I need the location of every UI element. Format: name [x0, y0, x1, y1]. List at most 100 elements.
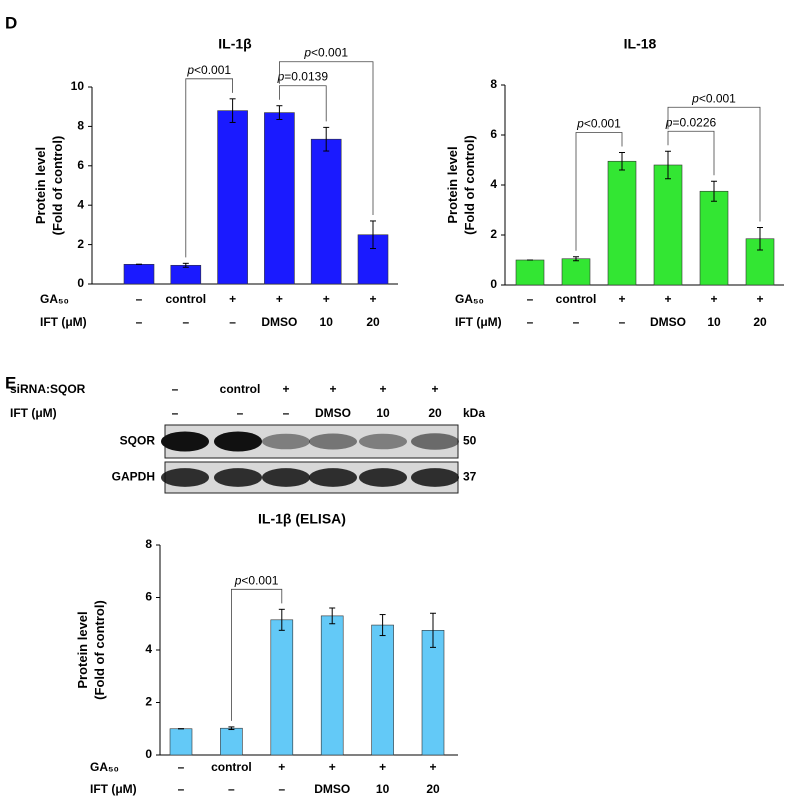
row-value: + [618, 292, 625, 306]
error-bar [665, 150, 671, 180]
row-value: DMSO [314, 782, 350, 796]
error-bar [619, 152, 625, 171]
row-value: 20 [366, 315, 380, 329]
row-label: GA₅₀ [40, 292, 69, 306]
row-value: + [229, 292, 236, 306]
panel-label: E [5, 373, 16, 392]
row-value: – [619, 315, 626, 329]
row-value: + [323, 292, 330, 306]
bar [220, 727, 243, 756]
error-bar [573, 256, 579, 262]
y-tick-label: 6 [77, 158, 84, 172]
bracket-line [278, 61, 374, 215]
blot-band [214, 431, 262, 452]
y-tick-label: 2 [145, 695, 152, 709]
bracket-line [575, 132, 623, 251]
row-value: – [229, 315, 236, 329]
error-bar [182, 262, 189, 268]
y-tick-label: 6 [145, 590, 152, 604]
p-value: p<0.001 [303, 46, 348, 60]
row-value: – [136, 315, 143, 329]
row-value: 10 [376, 782, 390, 796]
bracket-line [667, 106, 761, 222]
row-value: – [527, 315, 534, 329]
y-tick-label: 0 [490, 277, 497, 291]
row-value: – [136, 292, 143, 306]
blot-row-value: DMSO [315, 406, 351, 420]
bar [699, 190, 729, 286]
y-tick-label: 2 [77, 237, 84, 251]
p-value: p=0.0226 [665, 115, 717, 129]
blot-row-value: – [237, 406, 244, 420]
row-value: DMSO [650, 315, 686, 329]
y-axis-label: (Fold of control) [462, 135, 477, 235]
row-value: + [379, 760, 386, 774]
significance-bracket [575, 132, 623, 251]
blot-band [411, 433, 459, 450]
significance-bracket [667, 106, 761, 222]
error-bar [711, 180, 717, 202]
chart-title: IL-1β [218, 36, 252, 52]
bar [310, 138, 342, 285]
blot-row-value: + [379, 382, 386, 396]
y-axis-label: Protein level [33, 147, 48, 224]
row-label: IFT (μM) [90, 782, 137, 796]
y-tick-label: 8 [145, 537, 152, 551]
significance-bracket [278, 61, 374, 215]
y-axis-label: Protein level [445, 146, 460, 223]
row-value: – [228, 782, 235, 796]
row-value: – [278, 782, 285, 796]
significance-bracket [278, 85, 327, 122]
blot-row-value: – [172, 406, 179, 420]
row-value: control [211, 760, 252, 774]
error-bar [430, 612, 436, 648]
row-value: – [573, 315, 580, 329]
row-value: control [165, 292, 206, 306]
row-value: + [710, 292, 717, 306]
blot-band [161, 431, 209, 452]
row-label: IFT (μM) [455, 315, 502, 329]
error-bar [370, 220, 376, 250]
chart-title: IL-18 [624, 36, 657, 52]
blot-strip [161, 461, 459, 494]
blot-band [214, 468, 262, 487]
row-label: GA₅₀ [90, 760, 119, 774]
y-tick-label: 4 [145, 642, 152, 656]
bar [421, 630, 445, 756]
p-value: p<0.001 [234, 573, 279, 587]
row-value: + [278, 760, 285, 774]
bar [170, 264, 202, 285]
row-value: 10 [320, 315, 334, 329]
bracket-line [230, 588, 283, 721]
chart-title: IL-1β (ELISA) [258, 511, 346, 527]
blot-row-value: – [283, 406, 290, 420]
significance-bracket [667, 130, 715, 176]
blot-row-value: + [329, 382, 336, 396]
bar [264, 112, 295, 285]
row-value: DMSO [261, 315, 297, 329]
error-bar [276, 105, 283, 121]
y-tick-label: 2 [490, 227, 497, 241]
blot-row-value: 10 [376, 406, 390, 420]
error-bar [757, 227, 763, 251]
significance-bracket [230, 588, 283, 721]
row-value: control [556, 292, 597, 306]
row-value: + [664, 292, 671, 306]
y-tick-label: 6 [490, 127, 497, 141]
y-tick-label: 10 [71, 79, 85, 93]
y-tick-label: 4 [490, 177, 497, 191]
blot-band [359, 468, 407, 487]
error-bar [323, 126, 330, 152]
error-bar [228, 726, 235, 731]
y-tick-label: 0 [77, 276, 84, 290]
y-axis-label: Protein level [75, 611, 90, 688]
blot-strip [161, 424, 459, 459]
row-value: – [182, 315, 189, 329]
blot-unit: kDa [463, 406, 485, 420]
y-axis-label: (Fold of control) [92, 600, 107, 700]
blot-band [359, 433, 407, 450]
row-value: + [276, 292, 283, 306]
bar [169, 728, 193, 756]
row-value: + [369, 292, 376, 306]
error-bar [229, 98, 236, 123]
